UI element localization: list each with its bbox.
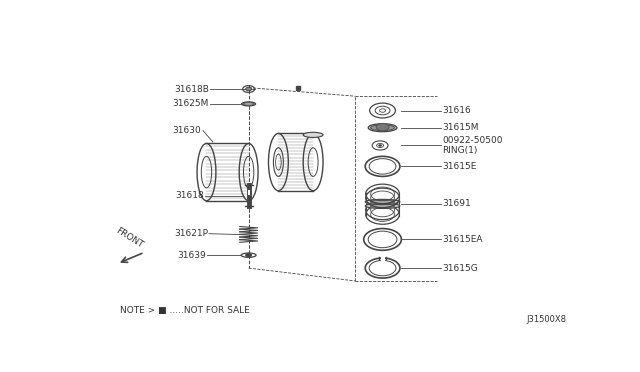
Text: J31500X8: J31500X8 [526,315,566,324]
Text: 31615G: 31615G [442,264,478,273]
Ellipse shape [365,199,400,205]
Text: 31691: 31691 [442,199,471,208]
Text: 31618: 31618 [175,191,204,201]
Ellipse shape [370,204,395,208]
Ellipse shape [243,103,254,105]
Ellipse shape [371,125,394,131]
Text: 31615EA: 31615EA [442,235,483,244]
Ellipse shape [242,102,255,106]
Text: 31639: 31639 [178,251,207,260]
Text: 31630: 31630 [173,126,202,135]
Text: 31621P: 31621P [174,229,208,238]
Text: 31615E: 31615E [442,162,476,171]
Text: FRONT: FRONT [115,226,145,250]
Circle shape [379,145,381,146]
FancyBboxPatch shape [381,257,385,261]
Circle shape [246,253,252,257]
Ellipse shape [303,132,323,137]
Ellipse shape [368,124,397,132]
Circle shape [376,124,389,131]
Circle shape [246,87,252,91]
Text: 31616: 31616 [442,106,471,115]
Text: 00922-50500
RING(1): 00922-50500 RING(1) [442,136,502,155]
Text: 31625M: 31625M [173,99,209,108]
Ellipse shape [365,203,400,208]
Text: 31618B: 31618B [174,84,209,93]
Text: NOTE > ■ .....NOT FOR SALE: NOTE > ■ .....NOT FOR SALE [120,306,250,315]
Ellipse shape [370,200,395,203]
Text: 31615M: 31615M [442,123,479,132]
